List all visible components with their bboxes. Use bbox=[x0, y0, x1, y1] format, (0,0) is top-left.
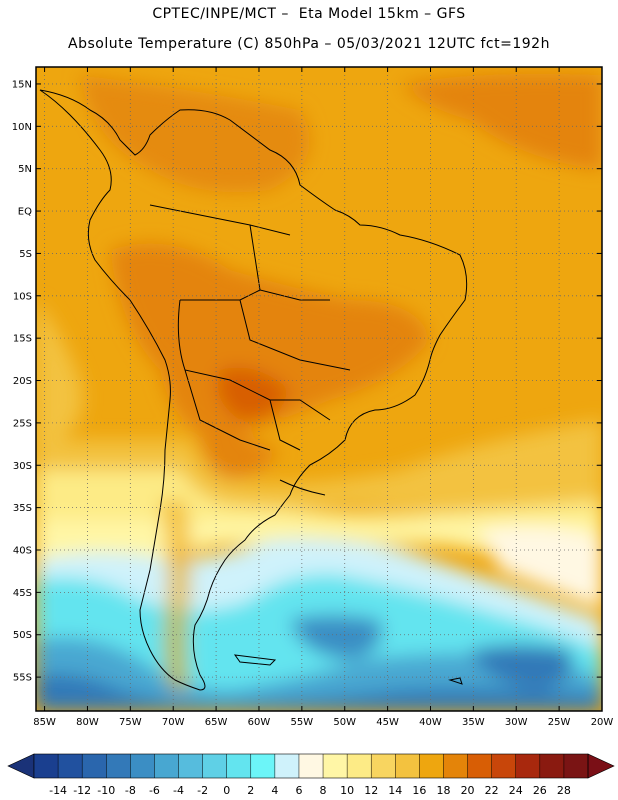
colorbar-label: 18 bbox=[436, 784, 450, 797]
colorbar-label: -2 bbox=[197, 784, 208, 797]
map-gridlines bbox=[36, 67, 602, 711]
lon-tick-label: 55W bbox=[291, 717, 314, 728]
colorbar-swatch bbox=[178, 754, 203, 778]
colorbar-label: -12 bbox=[73, 784, 91, 797]
colorbar-swatch bbox=[515, 754, 541, 778]
colorbar-swatch bbox=[323, 754, 348, 778]
lon-tick-label: 40W bbox=[419, 717, 442, 728]
colorbar-label: -4 bbox=[173, 784, 184, 797]
colorbar-swatch bbox=[274, 754, 300, 778]
lon-tick-label: 20W bbox=[591, 717, 614, 728]
colorbar-swatch bbox=[467, 754, 492, 778]
colorbar-swatch bbox=[491, 754, 517, 778]
colorbar-label: -8 bbox=[125, 784, 136, 797]
colorbar-swatch bbox=[563, 754, 589, 778]
colorbar-swatch bbox=[298, 754, 324, 778]
lat-tick-label: 10N bbox=[12, 122, 32, 133]
colorbar-swatch bbox=[58, 754, 83, 778]
chart-subtitle: Absolute Temperature (C) 850hPa – 05/03/… bbox=[68, 36, 550, 52]
colorbar-right-arrow bbox=[587, 753, 615, 779]
colorbar-label: -6 bbox=[149, 784, 160, 797]
lat-tick-label: 5S bbox=[19, 249, 32, 260]
colorbar-label: 20 bbox=[461, 784, 475, 797]
colorbar-label: 16 bbox=[412, 784, 426, 797]
lat-tick-label: 20S bbox=[13, 376, 32, 387]
lat-tick-label: 15N bbox=[12, 79, 32, 90]
lon-tick-label: 30W bbox=[505, 717, 528, 728]
colorbar-label: 22 bbox=[485, 784, 499, 797]
colorbar-swatch bbox=[226, 754, 252, 778]
lon-tick-label: 45W bbox=[376, 717, 399, 728]
colorbar-swatch bbox=[371, 754, 396, 778]
colorbar-swatch bbox=[130, 754, 155, 778]
colorbar-label: 24 bbox=[509, 784, 523, 797]
colorbar-swatch bbox=[395, 754, 420, 778]
lon-tick-label: 35W bbox=[462, 717, 485, 728]
colorbar-label: 6 bbox=[295, 784, 302, 797]
colorbar-swatch bbox=[347, 754, 372, 778]
colorbar-swatch bbox=[443, 754, 468, 778]
lon-tick-label: 75W bbox=[119, 717, 142, 728]
lat-tick-label: 5N bbox=[18, 164, 32, 175]
chart-title: CPTEC/INPE/MCT – Eta Model 15km – GFS bbox=[152, 6, 466, 22]
colorbar-label: 4 bbox=[271, 784, 278, 797]
colorbar-label: 0 bbox=[223, 784, 230, 797]
lat-tick-label: 55S bbox=[13, 673, 32, 684]
lon-tick-label: 50W bbox=[333, 717, 356, 728]
colorbar-label: 14 bbox=[388, 784, 402, 797]
colorbar: -14 -12 -10 -8 -6 -4 -2 0 2 4 6 8 10 12 14 16 18 20 22 24 26… bbox=[7, 753, 615, 797]
coastline-outline bbox=[39, 89, 468, 691]
map-axis-ticks: 15N 10N 5N EQ 5S 10S 15S 20S 25S 30S 35S 40S 45S 50S 5… bbox=[12, 67, 614, 728]
colorbar-label: 10 bbox=[340, 784, 354, 797]
colorbar-label: 26 bbox=[533, 784, 547, 797]
colorbar-label: 2 bbox=[247, 784, 254, 797]
colorbar-label: -14 bbox=[49, 784, 67, 797]
lon-tick-label: 60W bbox=[248, 717, 271, 728]
colorbar-label: -10 bbox=[97, 784, 115, 797]
map-frame bbox=[35, 66, 603, 712]
colorbar-swatch bbox=[82, 754, 107, 778]
lat-tick-label: 35S bbox=[13, 503, 32, 514]
lat-tick-label: 10S bbox=[13, 291, 32, 302]
colorbar-swatch bbox=[106, 754, 131, 778]
lat-tick-label: 40S bbox=[13, 546, 32, 557]
lon-tick-label: 70W bbox=[162, 717, 185, 728]
lon-tick-label: 85W bbox=[33, 717, 56, 728]
lat-tick-label: EQ bbox=[18, 207, 32, 218]
lat-tick-label: 30S bbox=[13, 461, 32, 472]
colorbar-swatch bbox=[34, 754, 59, 778]
colorbar-swatch bbox=[539, 754, 565, 778]
colorbar-swatch bbox=[202, 754, 227, 778]
colorbar-swatch bbox=[250, 754, 276, 778]
colorbar-left-arrow bbox=[7, 753, 35, 779]
lon-tick-label: 65W bbox=[205, 717, 228, 728]
colorbar-swatch bbox=[154, 754, 179, 778]
colorbar-frame bbox=[33, 753, 589, 779]
lat-tick-label: 25S bbox=[13, 418, 32, 429]
lat-tick-label: 15S bbox=[13, 334, 32, 345]
lat-tick-label: 50S bbox=[13, 630, 32, 641]
temperature-field bbox=[36, 67, 602, 711]
lon-tick-label: 25W bbox=[548, 717, 571, 728]
colorbar-label: 12 bbox=[364, 784, 378, 797]
lat-tick-label: 45S bbox=[13, 588, 32, 599]
colorbar-label: 8 bbox=[320, 784, 327, 797]
colorbar-label: 28 bbox=[557, 784, 571, 797]
lon-tick-label: 80W bbox=[76, 717, 99, 728]
colorbar-swatch bbox=[419, 754, 444, 778]
